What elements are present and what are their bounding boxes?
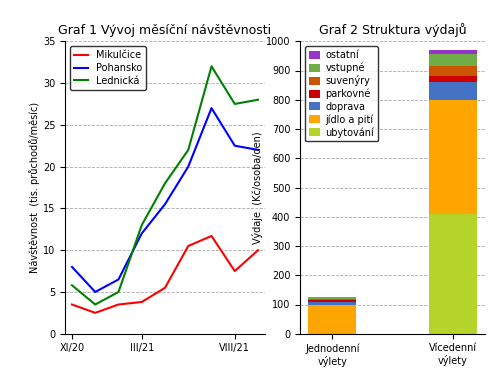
- Title: Graf 1 Vývoj měsíční návštěvnosti: Graf 1 Vývoj měsíční návštěvnosti: [58, 24, 272, 37]
- Bar: [308, 302, 356, 304]
- Line: Pohansko: Pohansko: [72, 108, 258, 292]
- Legend: ostatní, vstupné, suvenýry, parkovné, doprava, jídlo a pití, ubytování: ostatní, vstupné, suvenýry, parkovné, do…: [305, 46, 378, 141]
- Lednická: [92, 302, 98, 307]
- Line: Lednická: Lednická: [72, 66, 258, 304]
- Bar: [308, 300, 356, 302]
- Pohansko: [255, 148, 261, 152]
- Pohansko: [92, 290, 98, 294]
- Bar: [308, 297, 356, 298]
- Bar: [428, 82, 476, 100]
- Bar: [428, 214, 476, 334]
- Mikulčice: [208, 234, 214, 238]
- Pohansko: [186, 164, 192, 169]
- Bar: [428, 100, 476, 214]
- Pohansko: [232, 144, 238, 148]
- Lednická: [208, 64, 214, 69]
- Pohansko: [162, 202, 168, 207]
- Lednická: [186, 148, 192, 152]
- Line: Mikulčice: Mikulčice: [72, 236, 258, 313]
- Bar: [428, 50, 476, 54]
- Mikulčice: [138, 300, 144, 304]
- Lednická: [232, 102, 238, 106]
- Mikulčice: [116, 302, 121, 307]
- Y-axis label: Návštěvnost  (tis. průchodů/měsíc): Návštěvnost (tis. průchodů/měsíc): [29, 102, 40, 273]
- Pohansko: [138, 231, 144, 236]
- Bar: [428, 76, 476, 82]
- Mikulčice: [69, 302, 75, 307]
- Mikulčice: [162, 285, 168, 290]
- Lednická: [116, 290, 121, 294]
- Mikulčice: [255, 248, 261, 252]
- Title: Graf 2 Struktura výdajů: Graf 2 Struktura výdajů: [318, 23, 466, 37]
- Lednická: [255, 98, 261, 102]
- Lednická: [162, 181, 168, 186]
- Mikulčice: [186, 244, 192, 248]
- Mikulčice: [232, 269, 238, 273]
- Bar: [428, 66, 476, 76]
- Pohansko: [116, 277, 121, 282]
- Mikulčice: [92, 310, 98, 315]
- Bar: [308, 298, 356, 300]
- Lednická: [69, 283, 75, 288]
- Pohansko: [208, 106, 214, 110]
- Bar: [308, 304, 356, 334]
- Y-axis label: Výdaje  (Kč/osoba/den): Výdaje (Kč/osoba/den): [252, 131, 263, 244]
- Lednická: [138, 223, 144, 227]
- Pohansko: [69, 265, 75, 269]
- Legend: Mikulčice, Pohansko, Lednická: Mikulčice, Pohansko, Lednická: [70, 46, 146, 90]
- Bar: [428, 54, 476, 66]
